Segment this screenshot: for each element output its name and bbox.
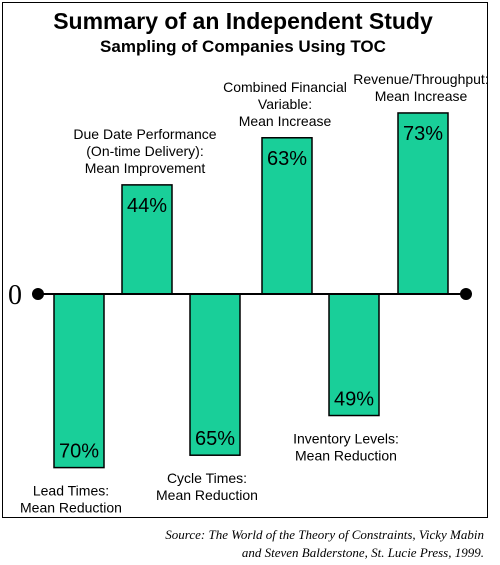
bar-5-value-label: 49% (334, 389, 374, 411)
chart-title: Summary of an Independent Study (53, 8, 433, 34)
bar-2-category-line-3: Mean Improvement (85, 160, 206, 176)
bar-2-category-line-1: Due Date Performance (73, 126, 216, 142)
bar-3-value-label: 65% (195, 428, 235, 450)
chart-subtitle: Sampling of Companies Using TOC (100, 37, 386, 56)
bar-1-category-line-2: Mean Reduction (20, 500, 122, 516)
bar-1 (53, 293, 105, 469)
bars-layer (53, 112, 449, 469)
baseline-left-dot (32, 288, 44, 300)
bar-5-category-line-1: Inventory Levels: (293, 431, 399, 447)
bar-4-value-label: 63% (267, 148, 307, 170)
bar-4-category-line-3: Mean Increase (239, 113, 332, 129)
bar-6-category-line-1: Revenue/Throughput: (353, 71, 488, 87)
baseline-right-dot (460, 288, 472, 300)
bar-2-category-label: Due Date Performance(On-time Delivery):M… (73, 126, 216, 176)
bar-5-category-label: Inventory Levels:Mean Reduction (293, 431, 399, 464)
bar-6-category-line-2: Mean Increase (375, 88, 468, 104)
bar-4-category-line-2: Variable: (258, 96, 312, 112)
bar-2-category-line-2: (On-time Delivery): (86, 143, 203, 159)
bar-2-value-label: 44% (127, 195, 167, 217)
bar-5-category-line-2: Mean Reduction (295, 448, 397, 464)
source-line-2: and Steven Balderstone, St. Lucie Press,… (242, 545, 484, 560)
bar-1-value-label: 70% (59, 441, 99, 463)
bar-4-category-line-1: Combined Financial (223, 79, 347, 95)
bar-1-category-line-1: Lead Times: (33, 483, 109, 499)
bar-1-category-label: Lead Times:Mean Reduction (20, 483, 122, 516)
bar-3-category-line-1: Cycle Times: (167, 470, 247, 486)
bar-6-value-label: 73% (403, 123, 443, 145)
source-line-1: Source: The World of the Theory of Const… (165, 527, 484, 542)
bar-3-category-line-2: Mean Reduction (156, 487, 258, 503)
bar-3-category-label: Cycle Times:Mean Reduction (156, 470, 258, 503)
baseline-zero-label: 0 (8, 280, 22, 311)
bar-6 (397, 112, 449, 295)
bar-6-category-label: Revenue/Throughput:Mean Increase (353, 71, 488, 104)
